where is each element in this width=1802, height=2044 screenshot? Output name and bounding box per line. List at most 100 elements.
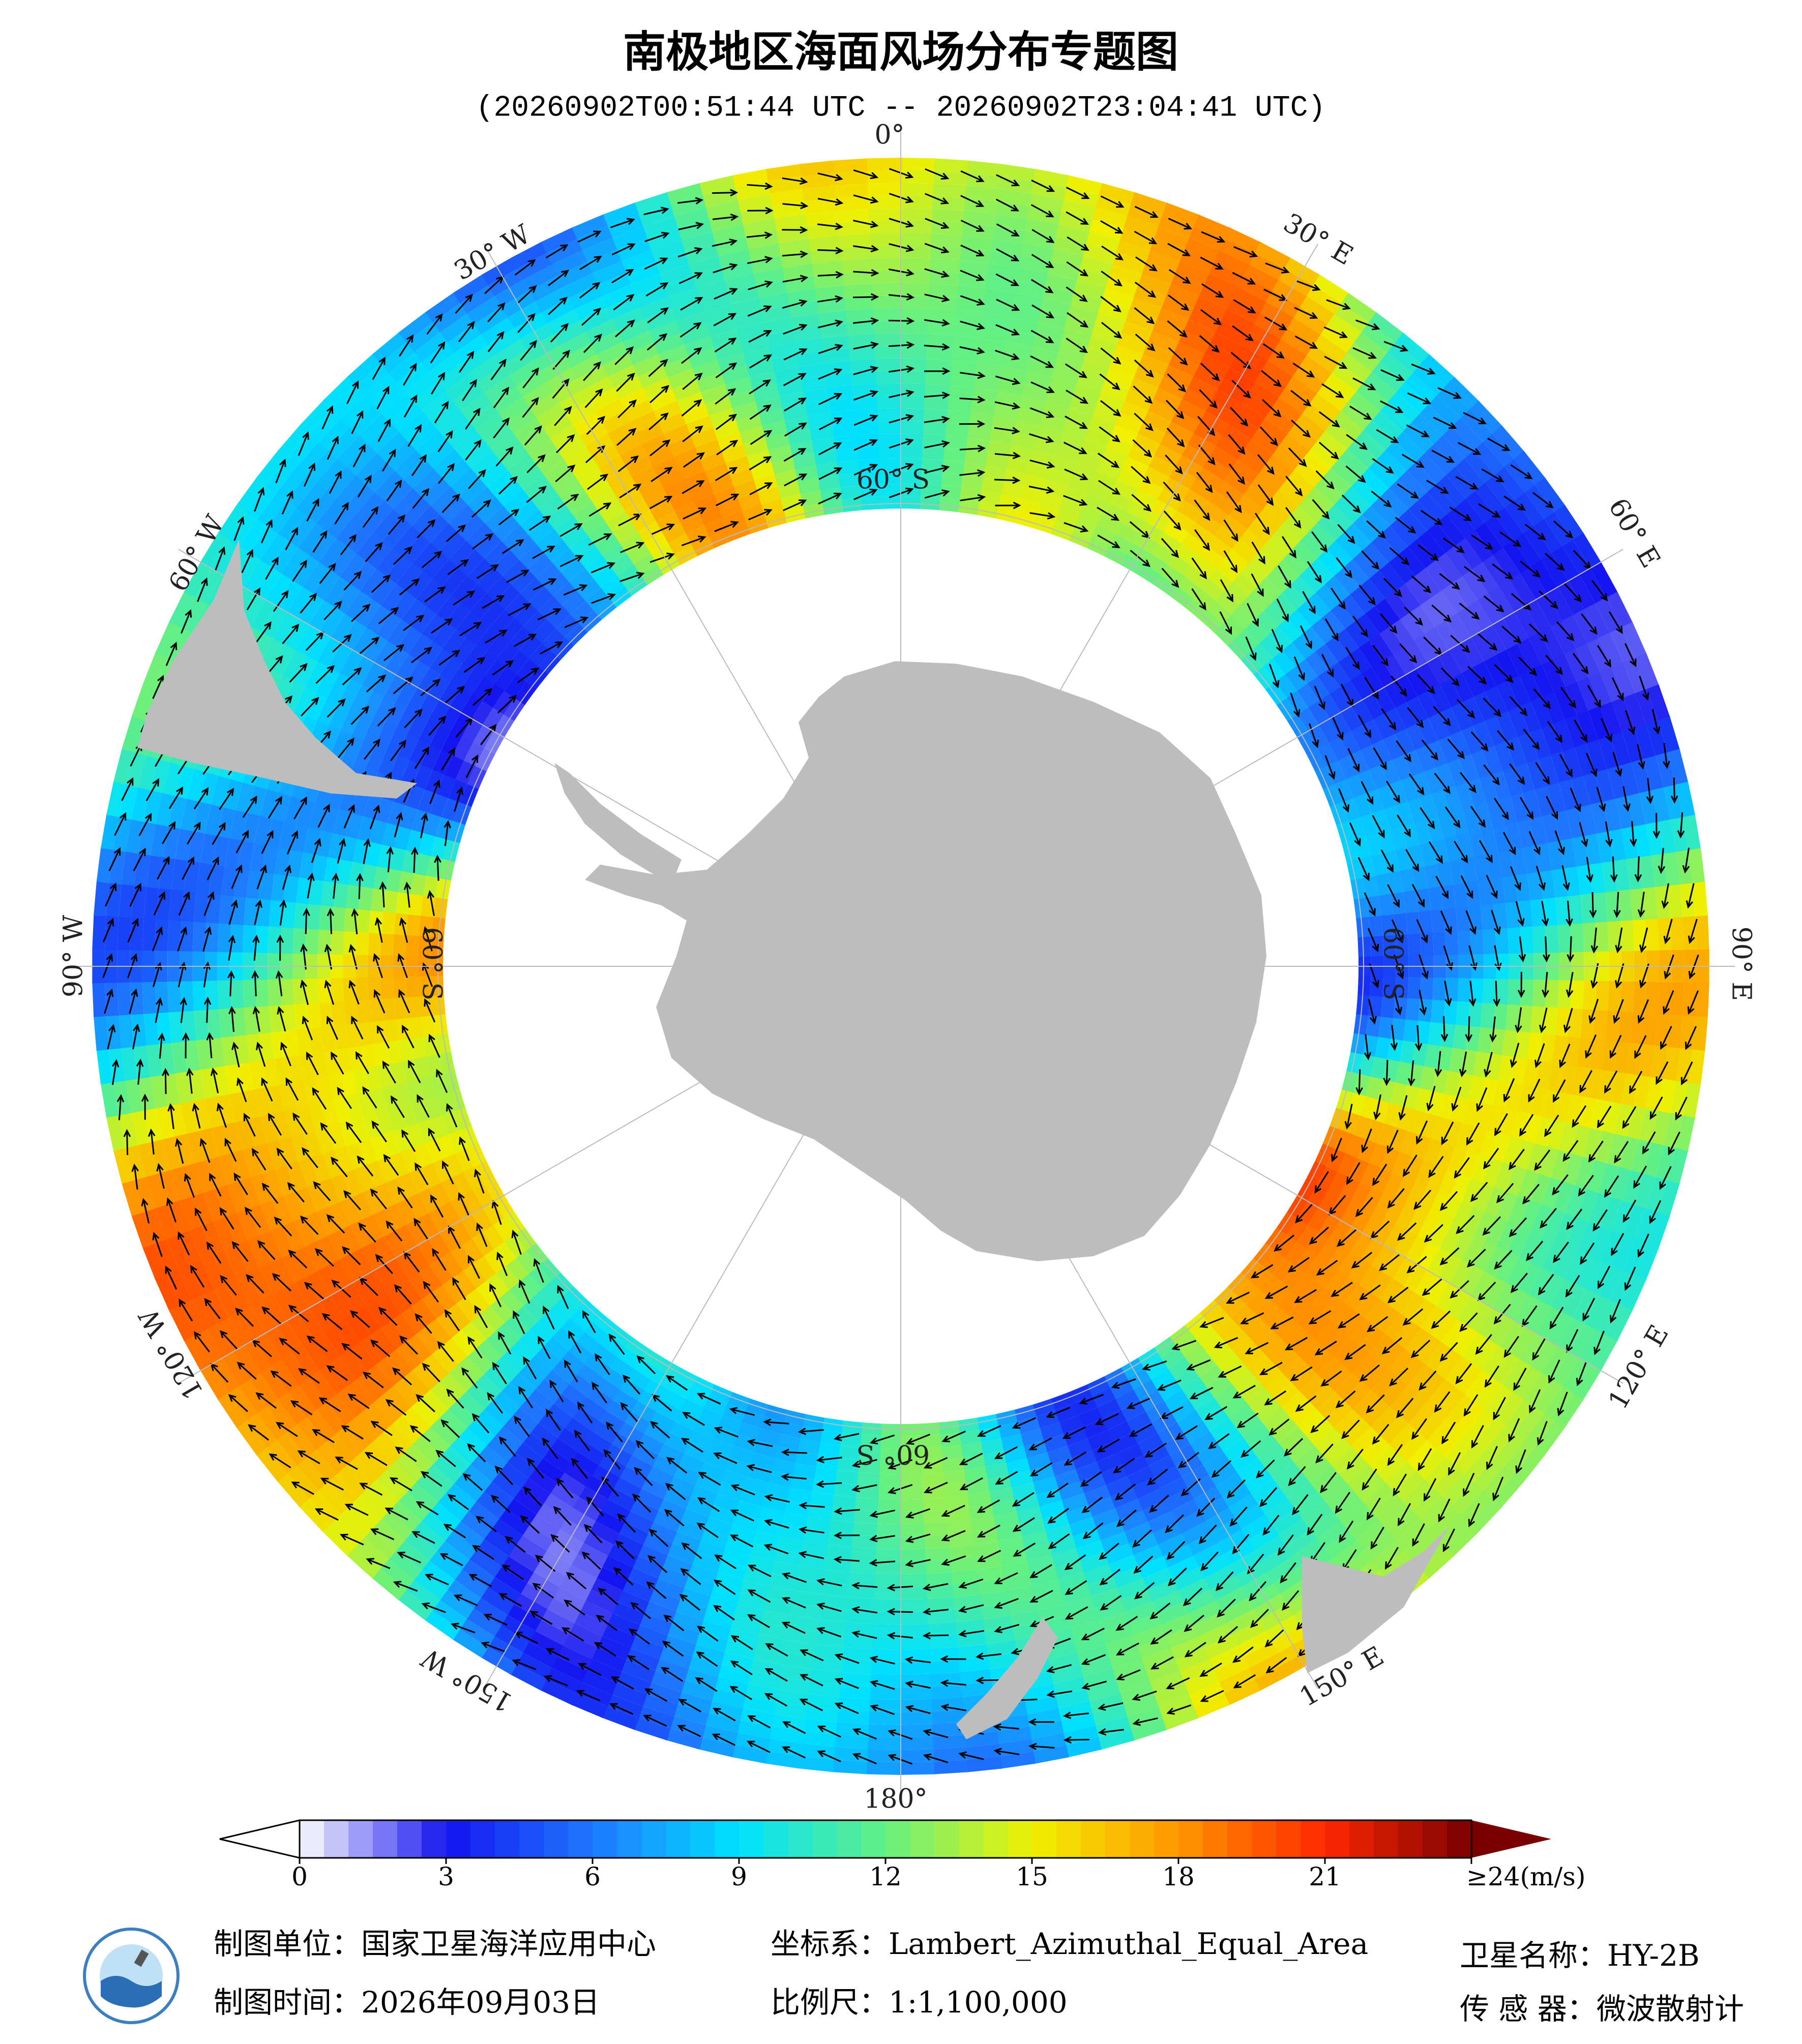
wind-cell [1050,1548,1080,1568]
wind-cell [1273,650,1296,675]
wind-cell [1174,1367,1199,1390]
wind-cell [1299,567,1326,594]
wind-cell [687,1563,718,1585]
wind-cell [1357,936,1371,958]
wind-cell [1054,1403,1079,1423]
wind-cell [569,568,594,591]
wind-cell [1264,1453,1294,1479]
wind-cell [1169,1400,1196,1423]
wind-cell [419,914,433,937]
wind-cell [542,1447,571,1473]
wind-cell [1337,1153,1357,1178]
wind-cell [1392,1152,1412,1179]
wind-cell [1370,1056,1387,1081]
wind-cell [105,947,117,983]
wind-cell [1484,1217,1508,1248]
wind-cell [1397,1356,1425,1387]
wind-cell [662,1554,693,1576]
wind-cell [1292,634,1316,660]
wind-cell [901,446,924,459]
wind-cell [430,724,451,750]
wind-cell [511,498,540,525]
wind-cell [444,754,464,780]
wind-cell [821,1417,844,1433]
wind-cell [492,1217,515,1242]
wind-cell [1491,771,1511,801]
wind-cell [1032,1398,1056,1417]
wind-cell [559,1350,585,1374]
wind-cell [1321,610,1346,638]
wind-cell [255,924,269,953]
wind-cell [544,538,571,563]
wind-cell [1307,1184,1329,1209]
wind-cell [1383,1103,1402,1129]
wind-cell [1277,1427,1307,1454]
wind-cell [585,587,610,610]
wind-cell [1424,767,1444,795]
wind-cell [600,1334,625,1357]
wind-cell [514,1442,544,1469]
wind-cell [606,510,632,533]
wind-cell [1287,609,1312,636]
wind-cell [448,503,477,532]
wind-cell [1039,413,1067,433]
wind-cell [714,340,745,361]
wind-cell [1187,1475,1216,1500]
wind-cell [952,347,980,363]
wind-cell [357,815,376,842]
wind-cell [1351,700,1374,726]
wind-cell [340,706,363,736]
wind-cell [466,522,494,550]
wind-cell [704,396,733,416]
wind-cell [1100,1464,1128,1486]
wind-cell [1103,1367,1128,1388]
wind-cell [316,666,340,697]
wind-cell [217,922,231,953]
wind-cell [1115,412,1144,434]
wind-cell [1432,932,1446,957]
wind-cell [1199,1300,1223,1323]
wind-cell [652,1509,682,1532]
wind-cell [428,673,452,700]
wind-cell [657,1498,686,1520]
wind-cell [1331,602,1356,630]
wind-cell [1363,876,1379,899]
wind-cell [983,465,1008,482]
wind-cell [305,977,319,1004]
wind-cell [526,666,549,690]
wind-cell [1339,1311,1366,1339]
wind-cell [365,1065,382,1091]
wind-cell [1148,455,1177,478]
wind-cell [734,1500,762,1519]
wind-cell [708,1384,732,1404]
wind-cell [1420,1306,1446,1336]
wind-cell [403,533,431,563]
wind-cell [757,486,782,505]
wind-cell [813,1467,837,1483]
wind-cell [506,1257,529,1282]
wind-cell [1313,1428,1343,1456]
wind-cell [830,1507,855,1523]
wind-cell [703,1516,732,1537]
wind-cell [1293,1445,1323,1473]
wind-cell [899,1636,930,1650]
wind-cell [1450,730,1471,760]
wind-cell [418,1075,436,1100]
wind-cell [1051,522,1075,541]
wind-cell [530,484,559,510]
wind-cell [1415,1021,1431,1046]
wind-cell [1520,979,1534,1008]
wind-cell [901,396,926,409]
wind-cell [1477,1027,1493,1055]
wind-cell [460,1213,483,1239]
wind-cell [1328,1172,1349,1197]
wind-cell [698,1407,723,1427]
wind-cell [961,475,985,491]
wind-cell [1129,377,1160,400]
wind-cell [777,378,805,396]
wind-cell [457,1355,484,1383]
wind-cell [476,1339,503,1366]
wind-cell [380,932,394,956]
wind-cell [789,1475,814,1492]
wind-cell [1132,1545,1164,1567]
